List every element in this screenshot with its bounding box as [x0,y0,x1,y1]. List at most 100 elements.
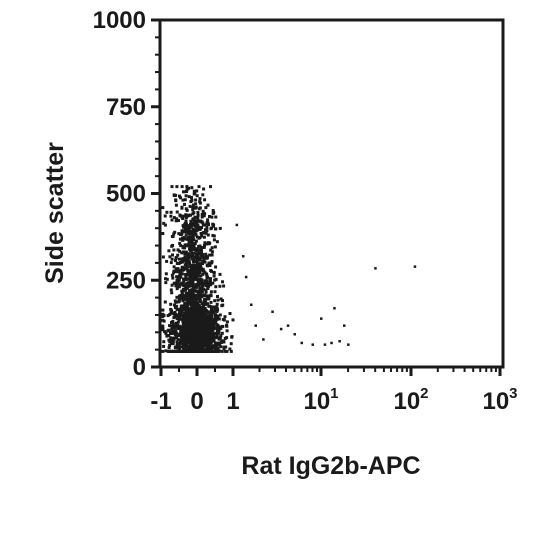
data-point [193,260,197,264]
data-point [250,303,253,306]
data-point [190,252,194,255]
data-point [165,334,169,338]
data-point [171,340,175,343]
data-point [187,239,191,243]
data-point [182,258,186,262]
data-point [182,279,186,283]
data-point [192,244,196,248]
data-point [203,297,207,301]
data-point [374,267,377,270]
data-point [192,325,196,328]
data-point [191,280,195,284]
data-point [194,331,198,335]
data-point [195,265,199,269]
data-point [194,239,198,243]
data-point [215,302,219,306]
data-point [192,192,196,196]
data-point [202,258,206,262]
data-point [229,342,233,346]
data-point [180,265,184,269]
data-point [180,272,184,276]
data-point [203,293,207,297]
data-point [176,270,180,274]
data-point [197,292,200,296]
data-point [192,238,196,242]
data-point [190,264,194,268]
data-point [198,197,202,201]
data-point [175,275,179,279]
data-point [193,288,197,292]
x-axis: -1 0 1 101 102 103 [150,367,518,415]
data-point [220,339,224,343]
data-point [192,260,196,264]
data-point [189,311,192,315]
data-point [169,302,173,306]
data-point [189,339,193,343]
data-point [205,282,208,286]
data-point [202,309,206,313]
data-point [220,349,224,353]
data-point [199,342,203,345]
data-point [207,344,211,348]
data-point [193,215,197,219]
data-point [210,315,213,319]
data-point [179,293,183,297]
data-point [218,284,222,288]
data-point [212,339,216,343]
data-point [180,229,184,233]
x-axis-title: Rat IgG2b-APC [241,452,420,480]
data-point [201,260,205,263]
data-point [175,317,179,321]
data-point [213,309,217,313]
data-point [286,324,290,327]
data-point [202,287,205,291]
data-point [162,344,166,348]
data-point [186,338,190,342]
data-point [179,196,182,200]
data-point [185,305,189,309]
data-point [213,299,217,303]
data-point [176,349,180,353]
data-point [186,318,190,322]
data-point [182,313,186,317]
data-point [185,342,188,345]
data-point [169,288,173,292]
data-point [192,270,195,274]
data-point [192,222,196,226]
data-point [189,213,192,217]
data-point [183,225,187,229]
data-point [205,318,208,322]
y-tick-label: 0 [133,354,146,381]
data-point [170,327,174,331]
data-point [200,253,204,257]
data-point [190,283,194,287]
data-point [199,348,203,352]
data-point [204,252,208,256]
data-point [184,291,188,295]
data-point [198,274,202,278]
data-point [184,213,188,217]
x-tick-label: -1 [150,388,171,415]
data-point [175,185,179,189]
data-point [193,326,197,330]
data-point [201,322,205,326]
data-point [172,271,176,275]
data-point [185,208,189,212]
data-point [175,346,179,350]
data-point [184,346,188,349]
data-point [175,210,179,214]
data-point [185,327,189,331]
data-point [191,344,195,348]
data-point [170,218,174,222]
data-point [228,347,232,351]
data-point [183,329,187,332]
data-point [184,326,188,329]
data-point [185,258,189,262]
data-point [161,308,165,312]
x-tick-base: 10 [393,388,420,415]
data-point [209,248,213,252]
data-point [195,222,199,226]
data-point [209,283,213,287]
data-point [182,315,186,319]
data-point [192,251,196,255]
